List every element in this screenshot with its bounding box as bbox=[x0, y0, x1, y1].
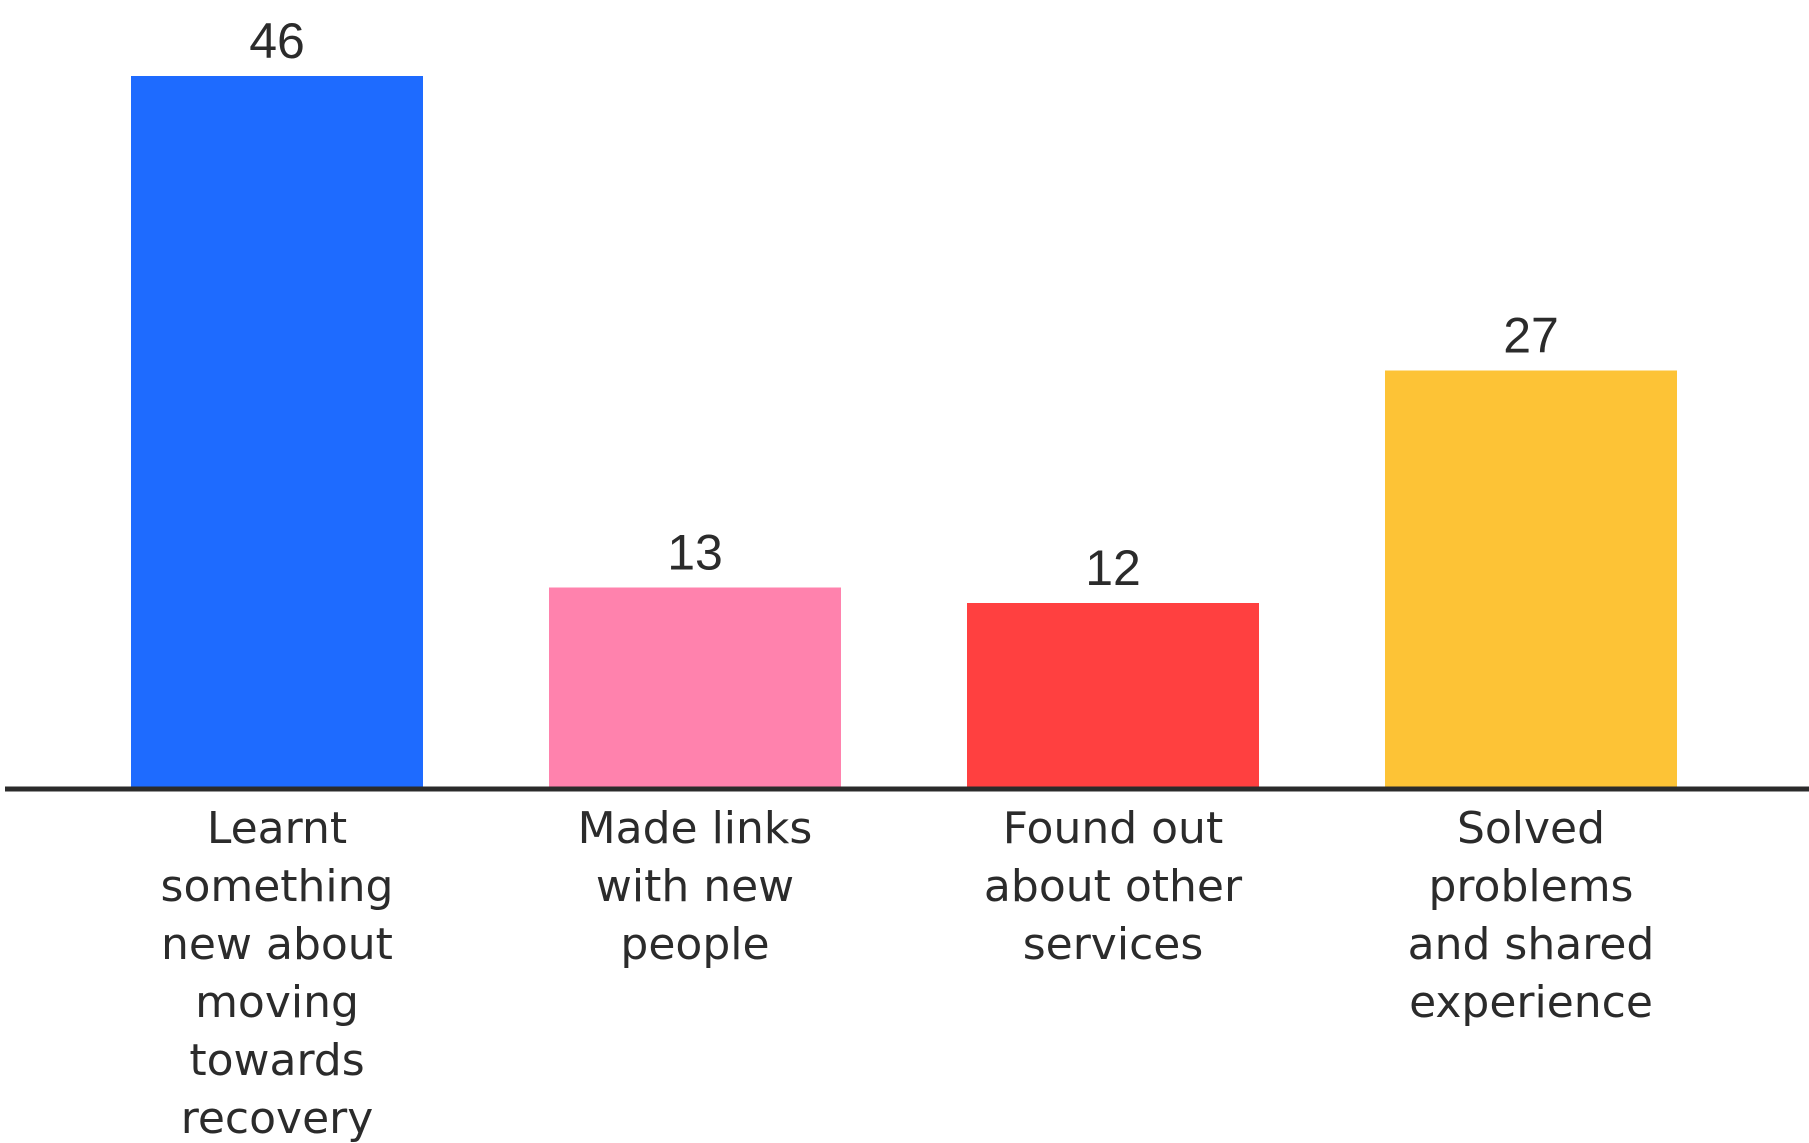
category-label-line: something bbox=[161, 861, 394, 912]
category-label: Made links with new people bbox=[578, 803, 813, 970]
category-label-line: Learnt bbox=[207, 803, 347, 854]
category-label-line: experience bbox=[1409, 977, 1653, 1028]
category-label: Solved problems and shared experience bbox=[1408, 803, 1655, 1028]
bar-value-label: 12 bbox=[1085, 540, 1141, 596]
category-label-line: problems bbox=[1429, 861, 1634, 912]
category-label-line: with new bbox=[596, 861, 794, 912]
category-label-line: Made links bbox=[578, 803, 813, 854]
bar bbox=[967, 603, 1259, 789]
category-label-line: people bbox=[620, 919, 769, 970]
bar-value-label: 27 bbox=[1503, 308, 1559, 364]
bar bbox=[1385, 370, 1677, 789]
bar-value-label: 46 bbox=[249, 13, 305, 69]
category-label-line: and shared bbox=[1408, 919, 1655, 970]
category-label-line: Found out bbox=[1003, 803, 1223, 854]
bar-value-label: 13 bbox=[667, 525, 723, 581]
category-label-line: towards bbox=[189, 1035, 364, 1086]
category-label: Learnt something new about moving towards rec… bbox=[161, 803, 394, 1143]
bar bbox=[131, 76, 423, 789]
category-label-line: Solved bbox=[1457, 803, 1605, 854]
category-label-line: about other bbox=[984, 861, 1243, 912]
category-labels-group: Learnt something new about moving towards rec… bbox=[161, 803, 1655, 1143]
bars-group bbox=[131, 76, 1677, 789]
value-labels-group: 46 13 12 27 bbox=[249, 13, 1559, 596]
category-label: Found out about other services bbox=[984, 803, 1243, 970]
category-label-line: recovery bbox=[181, 1093, 374, 1143]
category-label-line: new about bbox=[161, 919, 393, 970]
category-label-line: moving bbox=[195, 977, 359, 1028]
bar bbox=[549, 587, 841, 789]
category-label-line: services bbox=[1023, 919, 1204, 970]
